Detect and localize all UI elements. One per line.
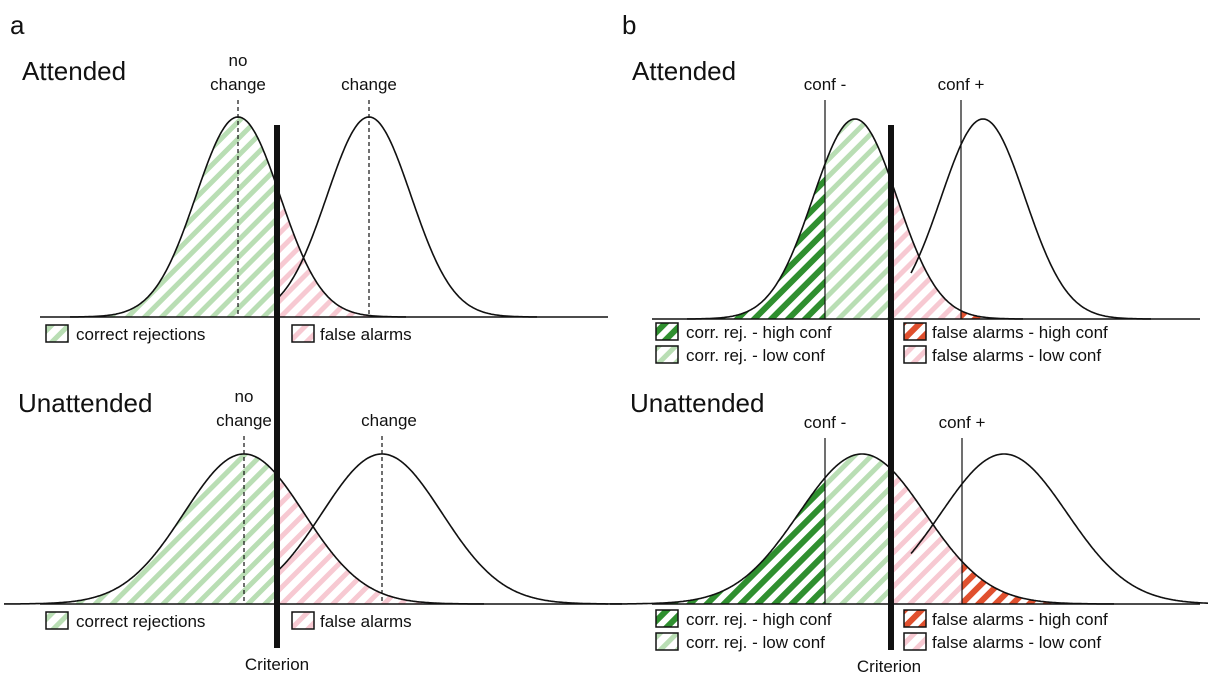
a-att-cr-area [70,117,277,317]
a-un-legend-cr: correct rejections [76,612,205,631]
panel-b-letter: b [622,10,636,40]
panel-a-unattended-title: Unattended [18,388,152,418]
panel-a-attended-title: Attended [22,56,126,86]
b-att-conf-plus: conf + [938,75,985,94]
a-un-nochange-2: change [216,411,272,430]
b-un-legend-crl-swatch [655,632,679,651]
panel-a-letter: a [10,10,25,40]
a-un-change-curve [278,453,622,605]
a-att-legend-fa-swatch [291,324,315,343]
distribution-curves [4,100,1208,650]
b-un-nochange-curve [610,453,1114,605]
b-att-change-curve [910,118,1151,320]
a-un-cr-area [20,454,277,604]
b-att-cr-high-area [687,164,825,319]
b-att-legend-crl: corr. rej. - low conf [686,346,825,365]
b-att-nochange-curve [687,118,1023,320]
b-att-legend-crh: corr. rej. - high conf [686,323,832,342]
b-un-legend-crl: corr. rej. - low conf [686,633,825,652]
b-un-legend-fah: false alarms - high conf [932,610,1108,629]
a-un-legend-fa-swatch [291,611,315,630]
a-att-change: change [341,75,397,94]
a-att-legend-cr-swatch [45,324,69,343]
b-att-legend-fal-swatch [903,345,927,364]
a-un-legend-cr-swatch [45,611,69,630]
b-att-legend-fal: false alarms - low conf [932,346,1101,365]
b-un-cr-low-area [825,454,891,604]
b-un-legend-crh: corr. rej. - high conf [686,610,832,629]
b-criterion-label: Criterion [857,657,921,676]
b-att-conf-minus: conf - [804,75,847,94]
a-att-change-curve [278,116,537,318]
b-att-legend-fah: false alarms - high conf [932,323,1108,342]
panel-b-unattended-title: Unattended [630,388,764,418]
b-att-fa-high-area [961,310,1023,319]
b-att-fa-low-area [891,180,961,319]
a-criterion-label: Criterion [245,655,309,674]
b-att-legend-fah-swatch [903,322,927,341]
b-un-legend-fah-swatch [903,609,927,628]
a-un-fa-area [277,475,484,604]
b-un-fa-low-area [891,469,962,604]
b-un-change-curve [910,453,1208,604]
a-att-fa-area [277,187,406,317]
a-un-nochange-1: no [235,387,254,406]
b-att-legend-crl-swatch [655,345,679,364]
b-att-cr-low-area [825,119,891,319]
a-att-nochange-2: change [210,75,266,94]
b-un-legend-crh-swatch [655,609,679,628]
b-att-legend-crh-swatch [655,322,679,341]
panel-b-attended-title: Attended [632,56,736,86]
b-un-cr-high-area [610,477,825,604]
a-un-change: change [361,411,417,430]
a-att-nochange-1: no [229,51,248,70]
b-un-conf-minus: conf - [804,413,847,432]
b-un-legend-fal-swatch [903,632,927,651]
a-att-legend-fa: false alarms [320,325,412,344]
b-un-conf-plus: conf + [939,413,986,432]
a-un-legend-fa: false alarms [320,612,412,631]
b-un-fa-high-area [962,561,1114,604]
a-att-legend-cr: correct rejections [76,325,205,344]
b-un-legend-fal: false alarms - low conf [932,633,1101,652]
